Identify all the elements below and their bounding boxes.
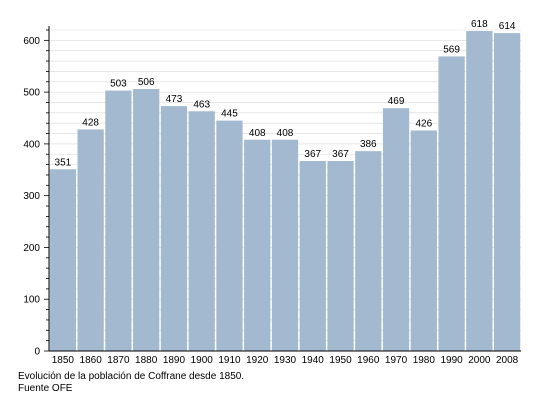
data-label-1920: 408 [249,128,266,139]
axes: 1850 1860 1870 1880 1890 1900 1910 1920 1930 1940… [23,26,521,366]
data-label-1950: 367 [332,149,349,160]
data-label-1960: 386 [360,139,377,150]
y-tick-label: 0 [34,347,40,358]
bar-1980 [410,130,437,351]
bar-1860 [77,129,104,351]
bars [49,31,521,352]
data-label-1850: 351 [55,157,72,168]
x-tick-label: 1860 [80,355,103,366]
bar-1920 [244,139,271,351]
x-tick-label: 1870 [107,355,130,366]
data-label-1930: 408 [277,128,294,139]
bar-1960 [355,151,382,351]
bar-1880 [133,89,160,351]
bar-1970 [382,108,410,351]
bar-2008 [493,33,521,352]
bar-1990 [438,56,465,351]
data-label-2000: 618 [471,19,488,30]
x-tick-label: 1950 [329,355,352,366]
data-labels: 351 428 503 506 473 463 445 408 408 367 367 386 469 4… [55,19,516,168]
chart-caption: Evolución de la población de Coffrane de… [18,371,244,395]
y-tick-label: 500 [23,88,40,99]
bar-1850 [49,169,77,351]
x-tick-label: 1990 [440,355,463,366]
y-tick-label: 400 [23,139,40,150]
x-tick-label: 1960 [357,355,380,366]
x-tick-label: 1850 [52,355,75,366]
data-label-1870: 503 [110,79,127,90]
data-label-1940: 367 [304,149,321,160]
bar-2000 [466,31,493,351]
data-label-2008: 614 [499,21,516,32]
x-tick-label: 1940 [302,355,325,366]
bar-1890 [160,106,188,351]
data-label-1890: 473 [166,94,183,105]
y-tick-label: 600 [23,36,40,47]
caption-source: Fuente OFE [18,383,73,394]
data-label-1860: 428 [82,117,99,128]
bar-1940 [299,160,326,351]
caption-title: Evolución de la población de Coffrane de… [18,371,245,382]
y-tick-label: 200 [23,243,40,254]
data-label-1980: 426 [415,118,432,129]
data-label-1970: 469 [388,96,405,107]
x-tick-label: 1930 [274,355,297,366]
bar-1910 [216,120,243,352]
x-tick-label: 1880 [135,355,158,366]
data-label-1900: 463 [193,99,210,110]
x-tick-label: 2000 [468,355,491,366]
data-label-1910: 445 [221,109,238,120]
data-label-1880: 506 [138,77,155,88]
x-tick-label: 2008 [496,355,519,366]
x-tick-label: 1890 [163,355,186,366]
x-tick-label: 1980 [413,355,436,366]
x-tick-label: 1970 [385,355,408,366]
bar-1950 [327,160,354,351]
y-tick-label: 100 [23,295,40,306]
x-tick-label: 1910 [218,355,241,366]
y-tick-label: 300 [23,191,40,202]
x-tick-label: 1900 [191,355,214,366]
data-label-1990: 569 [443,44,460,55]
bar-1900 [188,111,215,351]
bar-1930 [271,139,299,351]
x-tick-label: 1920 [246,355,269,366]
bar-1870 [105,90,132,351]
